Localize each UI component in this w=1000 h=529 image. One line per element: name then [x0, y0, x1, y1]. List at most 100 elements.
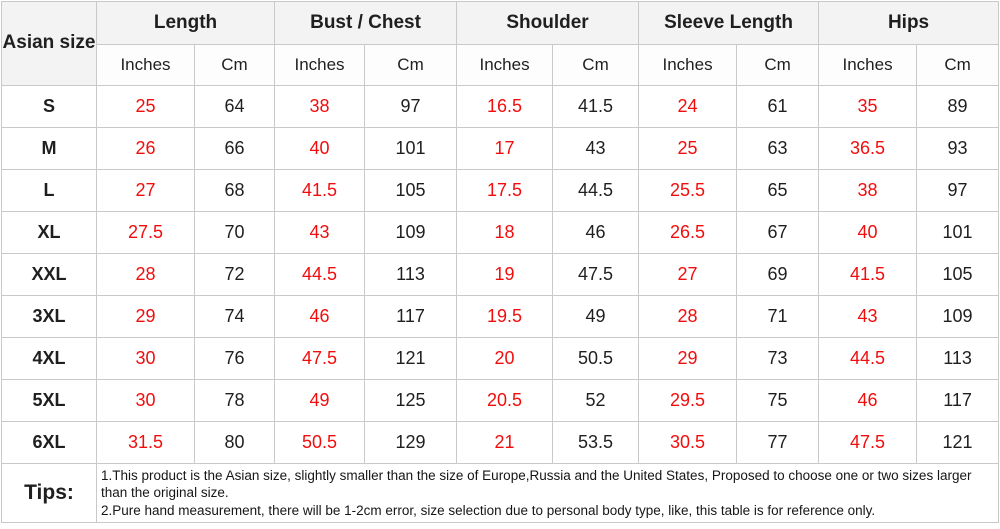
- value-cell: 68: [193, 169, 276, 212]
- tips-row: Tips: 1.This product is the Asian size, …: [1, 463, 1000, 523]
- value-cell: 19: [456, 253, 554, 296]
- value-cell: 29: [638, 337, 738, 380]
- value-cell: 41.5: [818, 253, 918, 296]
- value-cell: 28: [638, 295, 738, 338]
- value-cell: 46: [552, 211, 640, 254]
- value-cell: 27: [96, 169, 195, 212]
- value-cell: 49: [274, 379, 366, 422]
- column-group-sleeve-length: Sleeve Length: [638, 1, 820, 45]
- unit-header-inches: Inches: [638, 44, 738, 86]
- value-cell: 97: [364, 85, 458, 128]
- value-cell: 20: [456, 337, 554, 380]
- value-cell: 29: [96, 295, 195, 338]
- value-cell: 44.5: [818, 337, 918, 380]
- value-cell: 30: [96, 379, 195, 422]
- value-cell: 29.5: [638, 379, 738, 422]
- value-cell: 30.5: [638, 421, 738, 464]
- value-cell: 26: [96, 127, 195, 170]
- size-label-cell: XL: [1, 211, 97, 254]
- unit-header-cm: Cm: [552, 44, 640, 86]
- value-cell: 19.5: [456, 295, 554, 338]
- value-cell: 17.5: [456, 169, 554, 212]
- value-cell: 77: [736, 421, 820, 464]
- value-cell: 49: [552, 295, 640, 338]
- size-row-m: M 26 66 40 101 17 43 25 63 36.5 93: [1, 127, 1000, 170]
- value-cell: 17: [456, 127, 554, 170]
- value-cell: 64: [193, 85, 276, 128]
- value-cell: 74: [193, 295, 276, 338]
- value-cell: 28: [96, 253, 195, 296]
- value-cell: 40: [274, 127, 366, 170]
- value-cell: 30: [96, 337, 195, 380]
- value-cell: 71: [736, 295, 820, 338]
- size-row-l: L 27 68 41.5 105 17.5 44.5 25.5 65 38 97: [1, 169, 1000, 212]
- value-cell: 67: [736, 211, 820, 254]
- table-header: Asian size Length Bust / Chest Shoulder …: [1, 1, 1000, 86]
- size-label-cell: XXL: [1, 253, 97, 296]
- value-cell: 46: [274, 295, 366, 338]
- value-cell: 125: [364, 379, 458, 422]
- value-cell: 44.5: [274, 253, 366, 296]
- value-cell: 44.5: [552, 169, 640, 212]
- tips-line-2: 2.Pure hand measurement, there will be 1…: [101, 502, 876, 518]
- column-group-hips: Hips: [818, 1, 1000, 45]
- value-cell: 27.5: [96, 211, 195, 254]
- column-group-bust-chest: Bust / Chest: [274, 1, 458, 45]
- tips-text-cell: 1.This product is the Asian size, slight…: [95, 463, 1000, 523]
- value-cell: 105: [364, 169, 458, 212]
- value-cell: 43: [552, 127, 640, 170]
- unit-header-cm: Cm: [364, 44, 458, 86]
- value-cell: 41.5: [552, 85, 640, 128]
- value-cell: 76: [193, 337, 276, 380]
- unit-header-cm: Cm: [736, 44, 820, 86]
- value-cell: 25: [638, 127, 738, 170]
- value-cell: 36.5: [818, 127, 918, 170]
- size-label-cell: L: [1, 169, 97, 212]
- value-cell: 46: [818, 379, 918, 422]
- value-cell: 53.5: [552, 421, 640, 464]
- value-cell: 38: [818, 169, 918, 212]
- value-cell: 47.5: [552, 253, 640, 296]
- value-cell: 50.5: [274, 421, 366, 464]
- unit-header-inches: Inches: [274, 44, 366, 86]
- value-cell: 63: [736, 127, 820, 170]
- unit-header-cm: Cm: [193, 44, 276, 86]
- value-cell: 121: [916, 421, 1000, 464]
- value-cell: 43: [274, 211, 366, 254]
- value-cell: 117: [364, 295, 458, 338]
- value-cell: 66: [193, 127, 276, 170]
- unit-header-cm: Cm: [916, 44, 1000, 86]
- value-cell: 50.5: [552, 337, 640, 380]
- value-cell: 113: [916, 337, 1000, 380]
- column-group-length: Length: [95, 1, 276, 45]
- size-row-xl: XL 27.5 70 43 109 18 46 26.5 67 40 101: [1, 211, 1000, 254]
- value-cell: 26.5: [638, 211, 738, 254]
- value-cell: 25.5: [638, 169, 738, 212]
- value-cell: 113: [364, 253, 458, 296]
- value-cell: 47.5: [274, 337, 366, 380]
- size-rows: S 25 64 38 97 16.5 41.5 24 61 35 89 M 26…: [1, 85, 1000, 464]
- value-cell: 70: [193, 211, 276, 254]
- unit-header-inches: Inches: [96, 44, 195, 86]
- value-cell: 18: [456, 211, 554, 254]
- value-cell: 101: [364, 127, 458, 170]
- column-group-shoulder: Shoulder: [456, 1, 640, 45]
- value-cell: 16.5: [456, 85, 554, 128]
- unit-header-inches: Inches: [456, 44, 554, 86]
- size-row-3xl: 3XL 29 74 46 117 19.5 49 28 71 43 109: [1, 295, 1000, 338]
- value-cell: 109: [364, 211, 458, 254]
- value-cell: 117: [916, 379, 1000, 422]
- size-row-5xl: 5XL 30 78 49 125 20.5 52 29.5 75 46 117: [1, 379, 1000, 422]
- size-label-cell: 6XL: [1, 421, 97, 464]
- value-cell: 129: [364, 421, 458, 464]
- value-cell: 40: [818, 211, 918, 254]
- value-cell: 69: [736, 253, 820, 296]
- tips-label: Tips:: [1, 463, 97, 523]
- value-cell: 52: [552, 379, 640, 422]
- value-cell: 47.5: [818, 421, 918, 464]
- value-cell: 121: [364, 337, 458, 380]
- value-cell: 93: [916, 127, 1000, 170]
- value-cell: 80: [193, 421, 276, 464]
- value-cell: 21: [456, 421, 554, 464]
- size-label-cell: S: [1, 85, 97, 128]
